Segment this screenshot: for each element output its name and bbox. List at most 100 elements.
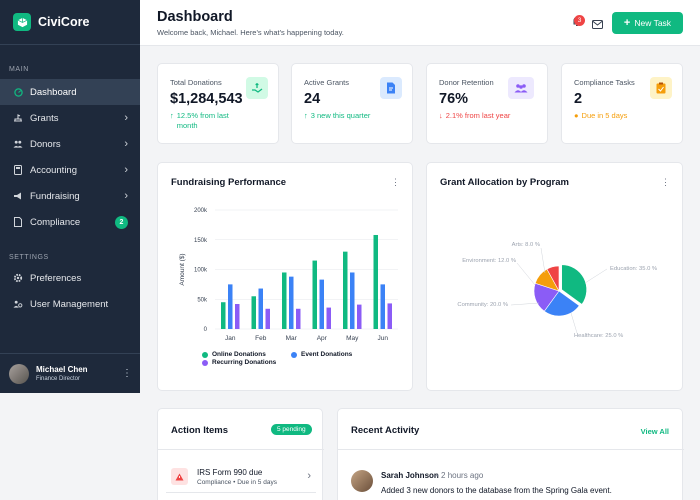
pie-label: Community: 20.0 % <box>457 302 508 308</box>
sidebar-item-preferences[interactable]: Preferences <box>0 265 140 291</box>
card-title: Fundraising Performance <box>171 177 287 188</box>
new-task-button[interactable]: + New Task <box>612 12 683 34</box>
legend-label: Event Donations <box>301 351 353 358</box>
header: Dashboard Welcome back, Michael. Here's … <box>140 0 700 46</box>
action-item-title[interactable]: IRS Form 990 due <box>197 468 263 477</box>
new-task-label: New Task <box>634 18 672 28</box>
x-tick-label: Mar <box>286 335 298 342</box>
sidebar-item-label: Donors <box>30 138 61 150</box>
allocation-pie-chart: Education: 35.0 % Healthcare: 25.0 % Commu… <box>457 242 657 339</box>
recent-activity-card: Recent Activity View All Sarah Johnson •… <box>337 408 684 500</box>
users-gear-icon <box>13 299 23 309</box>
fundraising-card: Fundraising Performance ⋮ 0 50k 100k 150k 20… <box>157 162 413 391</box>
pie-slice-1 <box>543 290 580 317</box>
brand[interactable]: CiviCore <box>0 0 140 44</box>
legend-dot <box>291 351 297 358</box>
accounting-icon <box>13 165 23 175</box>
allocation-card: Grant Allocation by Program ⋮ Education:… <box>426 162 683 391</box>
stat-label: Compliance Tasks <box>574 78 635 87</box>
chevron-right-icon: › <box>124 138 128 150</box>
sidebar-item-donors[interactable]: Donors › <box>0 131 140 157</box>
user-name: Michael Chen <box>36 365 88 374</box>
stat-delta-text: 12.5% from last month <box>176 111 229 130</box>
card-title: Action Items <box>171 425 229 436</box>
dashboard-icon <box>13 87 23 97</box>
sidebar-item-label: Dashboard <box>30 86 77 98</box>
sidebar-item-accounting[interactable]: Accounting › <box>0 157 140 183</box>
legend-dot <box>202 351 208 358</box>
activity-time: • 2 hours ago <box>436 471 484 480</box>
stat-value: $1,284,543 <box>170 91 243 107</box>
section-label-settings: SETTINGS <box>9 254 49 261</box>
bar-feb-1 <box>258 288 263 329</box>
stat-card-active-grants: Active Grants 24 ↑ 3 new this quarter <box>291 63 413 144</box>
sidebar-item-label: Grants <box>30 112 59 124</box>
view-all-link[interactable]: View All <box>640 427 669 436</box>
pie-slice-4 <box>546 265 560 292</box>
more-vertical-icon[interactable]: ⋮ <box>122 368 132 379</box>
stat-card-compliance-tasks: Compliance Tasks 2 ● Due in 5 days <box>561 63 683 144</box>
section-label-main: MAIN <box>9 66 29 73</box>
y-tick-label: 100k <box>194 268 208 274</box>
mail-icon[interactable] <box>592 16 603 29</box>
pie-label-line <box>540 247 546 274</box>
divider <box>338 449 684 450</box>
page-subtitle: Welcome back, Michael. Here's what's hap… <box>157 28 344 37</box>
sidebar-item-label: Compliance <box>30 216 81 228</box>
bar-jan-2 <box>235 304 240 329</box>
sidebar-item-user-management[interactable]: User Management <box>0 291 140 317</box>
pie-label-line <box>516 262 536 286</box>
stat-delta-text: Due in 5 days <box>581 111 628 120</box>
sidebar-item-grants[interactable]: Grants › <box>0 105 140 131</box>
document-icon <box>380 77 402 99</box>
x-tick-label: Feb <box>255 335 267 342</box>
sidebar-item-fundraising[interactable]: Fundraising › <box>0 183 140 209</box>
sidebar-item-compliance[interactable]: Compliance 2 <box>0 209 140 235</box>
pie-slice-0 <box>561 264 587 305</box>
warning-icon <box>171 468 188 485</box>
bar-feb-0 <box>251 296 256 329</box>
pie-label-line <box>570 312 578 334</box>
bar-jan-0 <box>221 302 226 329</box>
user-info: Michael Chen Finance Director <box>36 365 88 382</box>
more-vertical-icon[interactable]: ⋮ <box>661 177 670 187</box>
pie-label: Environment: 12.0 % <box>462 258 516 264</box>
stat-value: 76% <box>439 91 469 107</box>
card-title: Recent Activity <box>351 425 420 436</box>
bar-jun-1 <box>380 284 385 329</box>
x-tick-label: Apr <box>317 335 328 342</box>
brand-name: CiviCore <box>38 15 90 29</box>
chevron-right-icon[interactable]: › <box>307 470 311 482</box>
stat-delta-text: 2.1% from last year <box>445 111 511 120</box>
bar-mar-2 <box>296 308 301 329</box>
action-items-card: Action Items 5 pending IRS Form 990 due … <box>157 408 324 500</box>
bar-jun-0 <box>373 234 378 329</box>
fundraising-bar-chart: 0 50k 100k 150k 200k Amount ($) Jan Feb Mar Apr Ma… <box>179 208 398 342</box>
y-tick-label: 50k <box>197 297 208 303</box>
user-profile[interactable]: Michael Chen Finance Director ⋮ <box>0 353 140 393</box>
sidebar-item-dashboard[interactable]: Dashboard <box>0 79 140 105</box>
y-tick-label: 150k <box>194 238 208 244</box>
chevron-right-icon: › <box>124 164 128 176</box>
legend-recurring: Recurring Donations <box>202 359 276 366</box>
bar-apr-0 <box>312 260 317 329</box>
card-title: Grant Allocation by Program <box>440 177 569 188</box>
divider <box>158 449 324 450</box>
avatar <box>351 470 373 492</box>
bar-may-1 <box>350 272 355 329</box>
pie-label: Healthcare: 25.0 % <box>574 333 623 339</box>
compliance-icon <box>13 217 23 227</box>
people-icon <box>508 77 534 99</box>
activity-user-name: Sarah Johnson <box>381 471 439 480</box>
compliance-count-badge: 2 <box>115 215 128 229</box>
pie-label-line <box>584 268 608 284</box>
stat-card-donor-retention: Donor Retention 76% ↓ 2.1% from last year <box>426 63 548 144</box>
grants-icon <box>13 113 23 123</box>
legend-label: Recurring Donations <box>212 359 277 366</box>
sidebar-item-label: User Management <box>30 298 109 310</box>
stat-label: Active Grants <box>304 78 350 87</box>
sidebar: CiviCore MAIN Dashboard Grants › Donors … <box>0 0 140 393</box>
chevron-right-icon: › <box>124 112 128 124</box>
more-vertical-icon[interactable]: ⋮ <box>391 177 400 187</box>
arrow-up-icon: ↑ <box>304 111 308 120</box>
